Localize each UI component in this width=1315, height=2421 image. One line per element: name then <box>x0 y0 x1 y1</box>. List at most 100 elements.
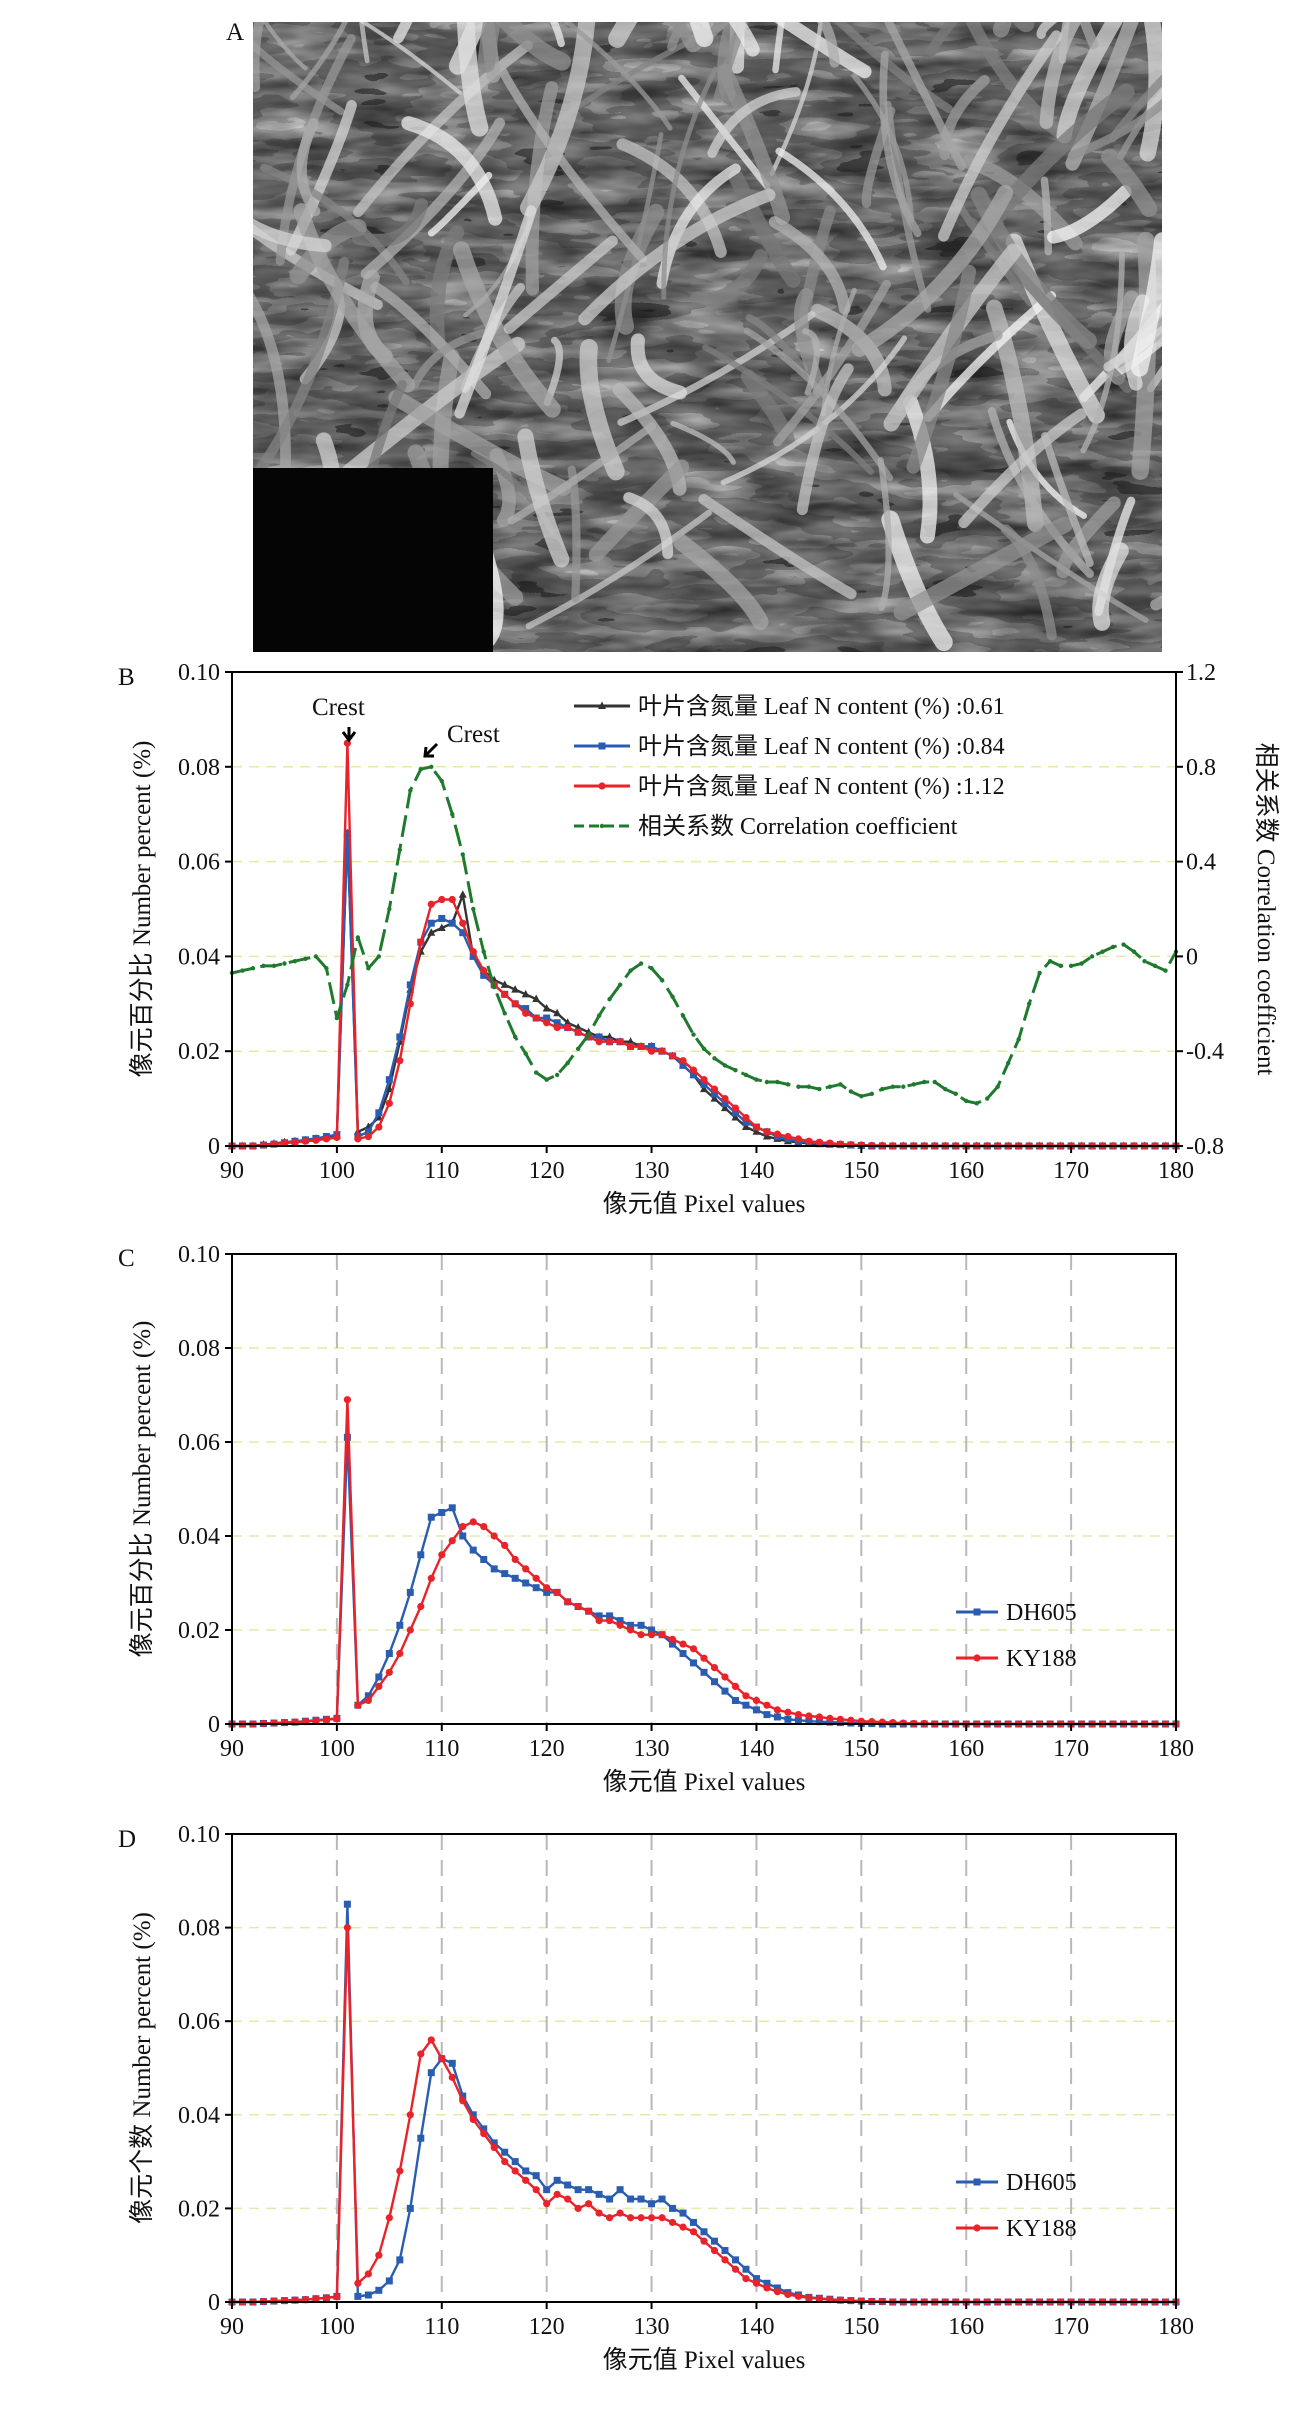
x-tick-label: 120 <box>529 1736 565 1762</box>
data-point <box>679 2223 687 2231</box>
data-point <box>574 1602 582 1611</box>
data-point <box>312 2295 320 2303</box>
data-point <box>649 966 654 971</box>
legend-label: KY188 <box>1006 2216 1077 2242</box>
leaf-stroke <box>1101 148 1158 218</box>
data-point <box>406 981 414 989</box>
data-point <box>301 1137 310 1145</box>
data-point <box>721 2247 729 2255</box>
data-point <box>438 1509 446 1516</box>
x-axis-title: 像元值 Pixel values <box>603 1190 806 1218</box>
data-point <box>427 900 435 908</box>
leaf-stroke <box>958 408 1087 529</box>
data-point <box>773 2284 781 2292</box>
data-point <box>826 1139 834 1147</box>
leaf-stroke <box>359 22 370 64</box>
leaf-stroke <box>351 198 429 248</box>
data-point <box>417 1602 425 1611</box>
panel-label-c: C <box>118 1245 135 1272</box>
legend-label: KY188 <box>1006 1646 1077 1672</box>
data-point <box>752 1123 761 1131</box>
data-point <box>438 914 446 922</box>
leaf-stroke <box>926 22 959 57</box>
data-point <box>668 2218 677 2227</box>
data-point <box>532 1574 540 1582</box>
data-point <box>700 2228 708 2236</box>
data-point <box>733 1067 738 1073</box>
data-point <box>742 2265 750 2273</box>
data-point <box>427 928 436 936</box>
data-point <box>532 1584 540 1592</box>
leaf-stroke <box>1056 22 1123 144</box>
data-point <box>1131 949 1137 954</box>
data-point <box>637 2214 645 2222</box>
data-point <box>375 2286 383 2294</box>
data-point <box>532 1014 540 1022</box>
leaf-stroke <box>454 205 537 419</box>
crest-arrow <box>341 727 357 743</box>
data-point <box>700 1654 708 1662</box>
data-point <box>501 1570 509 1578</box>
data-point <box>438 1551 446 1559</box>
data-point <box>1089 954 1095 959</box>
data-point <box>523 1051 528 1056</box>
data-point <box>1058 963 1063 969</box>
data-point <box>710 1678 718 1686</box>
data-point <box>710 2246 719 2255</box>
data-point <box>775 1079 780 1085</box>
y-tick-label: 0 <box>208 1712 220 1738</box>
data-point <box>333 2293 341 2301</box>
data-point <box>427 1574 435 1582</box>
leaf-stroke <box>774 22 872 79</box>
y-tick-label: 0.06 <box>178 1430 220 1456</box>
data-point <box>817 1086 822 1092</box>
x-tick-label: 100 <box>319 1736 355 1762</box>
data-point <box>343 1900 351 1908</box>
data-point <box>784 1715 792 1723</box>
data-point <box>763 1128 771 1136</box>
data-point <box>553 1023 561 1032</box>
x-tick-label: 150 <box>843 1158 879 1184</box>
data-point <box>710 1094 719 1102</box>
data-point <box>731 2256 739 2264</box>
data-point <box>595 2209 603 2217</box>
data-point <box>417 1551 425 1559</box>
data-point <box>606 1038 614 1046</box>
y-tick-label: 0.10 <box>178 1242 220 1268</box>
data-point <box>648 2200 656 2208</box>
data-point <box>648 1626 656 1634</box>
y-axis-title: 像元百分比 Number percent (%) <box>128 741 156 1078</box>
data-point <box>754 1077 759 1082</box>
data-point <box>522 1565 530 1573</box>
data-point <box>721 1099 729 1107</box>
data-point <box>847 2296 855 2305</box>
data-point <box>376 954 382 959</box>
data-point <box>679 1057 687 1065</box>
data-point <box>680 1013 686 1018</box>
leaf-stroke <box>289 22 349 101</box>
data-point <box>480 2129 488 2138</box>
leaf-stroke <box>1103 325 1162 372</box>
data-point <box>637 1042 645 1051</box>
leaf-stroke <box>567 465 581 603</box>
x-tick-label: 170 <box>1053 1158 1089 1184</box>
leaf-stroke <box>1123 294 1150 391</box>
data-point <box>481 949 486 954</box>
data-point <box>448 2059 456 2067</box>
data-point <box>375 1682 383 1690</box>
legend-label: 相关系数 Correlation coefficient <box>638 813 958 840</box>
data-point <box>995 1084 1000 1089</box>
leaf-stroke <box>1117 88 1162 161</box>
leaf-stroke <box>630 333 688 400</box>
data-point <box>973 1608 981 1616</box>
data-point <box>1163 968 1168 973</box>
data-point <box>490 2143 498 2152</box>
data-point <box>763 2279 771 2287</box>
series-line <box>232 1436 1176 1726</box>
data-point <box>574 2186 582 2194</box>
data-point <box>794 2292 803 2300</box>
series-3 <box>229 764 1179 1106</box>
data-point <box>532 2172 540 2180</box>
data-point <box>261 963 266 969</box>
y-tick-label: 0.10 <box>178 1822 220 1848</box>
